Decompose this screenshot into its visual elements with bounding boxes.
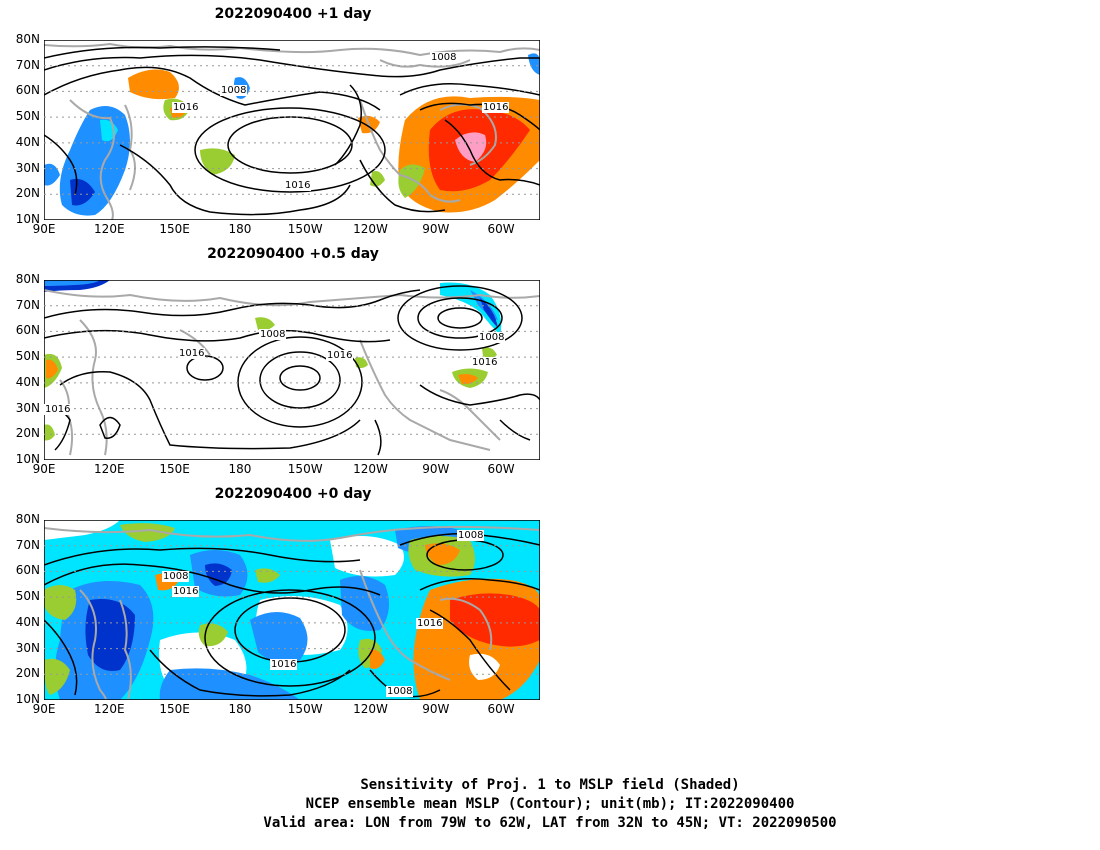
lon-label: 180 [228,222,252,236]
contour-label: 1016 [172,102,200,113]
lon-label: 90W [422,702,450,716]
contour-label: 1016 [172,586,200,597]
lon-label: 120E [94,222,125,236]
lon-label: 60W [487,462,515,476]
contour-label: 1016 [326,350,354,361]
lon-label: 90E [32,462,56,476]
lat-label: 10N [15,452,40,466]
lon-label: 60W [487,702,515,716]
isobars [44,285,540,456]
lon-label: 120W [353,462,388,476]
lat-label: 60N [15,323,40,338]
caption-line-2: NCEP ensemble mean MSLP (Contour); unit(… [305,796,795,812]
gridlines [44,65,540,675]
lat-label: 40N [15,134,40,149]
map-panel-2 [44,280,540,460]
map-panel-1 [44,40,540,220]
lat-label: 50N [15,109,40,124]
lat-label: 70N [15,537,40,552]
panel-title-3: 2022090400 +0 day [214,486,372,502]
contour-label: 1008 [162,571,190,582]
lat-label: 40N [15,374,40,389]
lat-label: 50N [15,349,40,364]
lon-label: 120E [94,702,125,716]
lat-label: 80N [15,272,40,286]
lat-label: 20N [15,666,40,681]
lat-label: 30N [15,400,40,415]
lat-label: 10N [15,692,40,706]
lat-label: 40N [15,614,40,629]
panel-title-1: 2022090400 +1 day [214,6,372,22]
contour-label: 1008 [457,530,485,541]
map-panel-3 [44,520,540,700]
contour-label: 1016 [482,102,510,113]
lat-label: 60N [15,563,40,578]
contour-label: 1016 [416,618,444,629]
lat-label: 20N [15,186,40,201]
lat-label: 70N [15,57,40,72]
lon-label: 90E [32,702,56,716]
panel-title-2: 2022090400 +0.5 day [207,246,379,262]
figure-caption: Sensitivity of Proj. 1 to MSLP field (Sh… [0,776,1100,833]
contour-label: 1016 [284,180,312,191]
contour-label: 1016 [44,404,72,415]
contour-label: 1016 [178,348,206,359]
lon-label: 120W [353,702,388,716]
lon-label: 150W [287,222,323,236]
lon-label: 120W [353,222,388,236]
lon-label: 150E [159,462,190,476]
lon-label: 150W [287,702,323,716]
caption-line-3: Valid area: LON from 79W to 62W, LAT fro… [263,815,837,831]
contour-label: 1008 [478,332,506,343]
lon-label: 150E [159,702,190,716]
caption-line-1: Sensitivity of Proj. 1 to MSLP field (Sh… [360,777,740,793]
contour-label: 1016 [471,357,499,368]
lon-label: 90E [32,222,56,236]
lon-label: 120E [94,462,125,476]
sensitivity-shading [44,53,540,216]
lat-label: 80N [15,512,40,526]
lon-label: 60W [487,222,515,236]
lat-label: 80N [15,32,40,46]
lat-label: 50N [15,589,40,604]
lon-label: 90W [422,222,450,236]
lon-label: 150E [159,222,190,236]
lon-label: 180 [228,702,252,716]
contour-label: 1008 [220,85,248,96]
contour-label: 1008 [259,329,287,340]
lat-label: 20N [15,426,40,441]
contour-label: 1008 [386,686,414,697]
lat-label: 30N [15,160,40,175]
lat-label: 70N [15,297,40,312]
lat-label: 30N [15,640,40,655]
lat-label: 60N [15,83,40,98]
contour-label: 1016 [270,659,298,670]
contour-label: 1008 [430,52,458,63]
sensitivity-shading [44,520,540,700]
lon-label: 150W [287,462,323,476]
lon-label: 180 [228,462,252,476]
lat-label: 10N [15,212,40,226]
coastlines [44,525,540,700]
lon-label: 90W [422,462,450,476]
